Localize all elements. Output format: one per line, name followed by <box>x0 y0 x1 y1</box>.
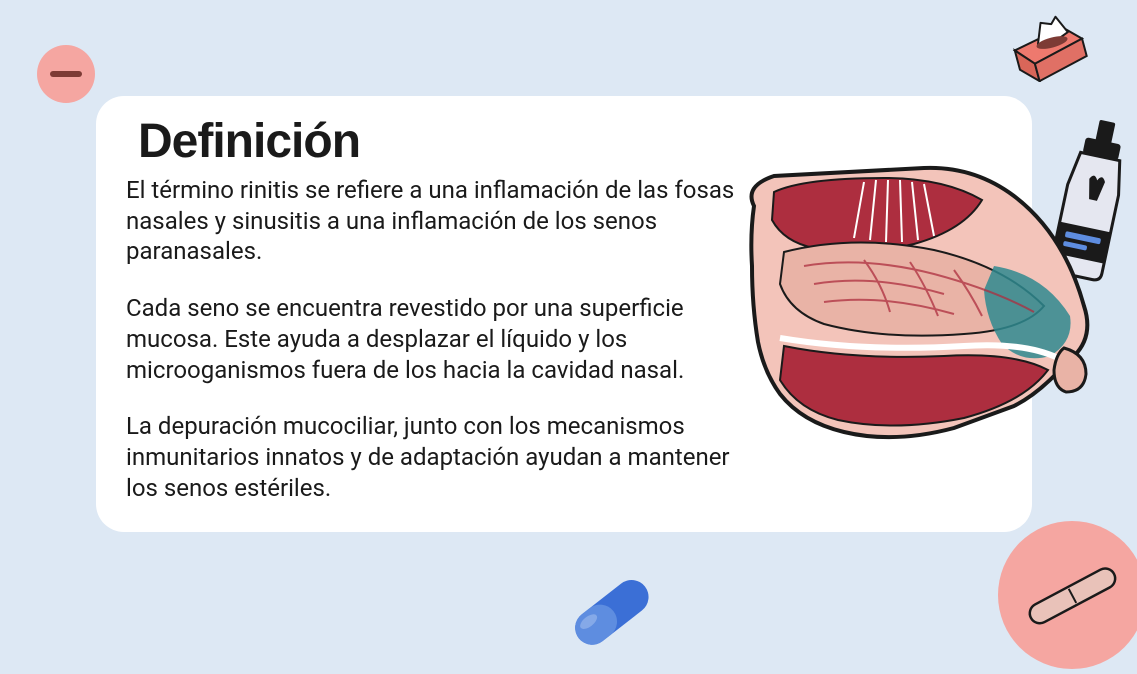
blue-capsule-icon <box>550 570 670 650</box>
card-body: El término rinitis se refiere a una infl… <box>126 175 746 503</box>
paragraph-1: El término rinitis se refiere a una infl… <box>126 175 746 267</box>
pink-pill-circle-icon <box>36 44 96 104</box>
paragraph-3: La depuración mucociliar, junto con los … <box>126 411 746 503</box>
paragraph-2: Cada seno se encuentra revestido por una… <box>126 293 746 385</box>
pink-pill-circle-large-icon <box>997 520 1137 670</box>
nasal-cavity-anatomy-illustration <box>714 156 1104 456</box>
tissue-box-icon <box>997 12 1097 82</box>
definition-card: Definición El término rinitis se refiere… <box>96 96 1032 532</box>
